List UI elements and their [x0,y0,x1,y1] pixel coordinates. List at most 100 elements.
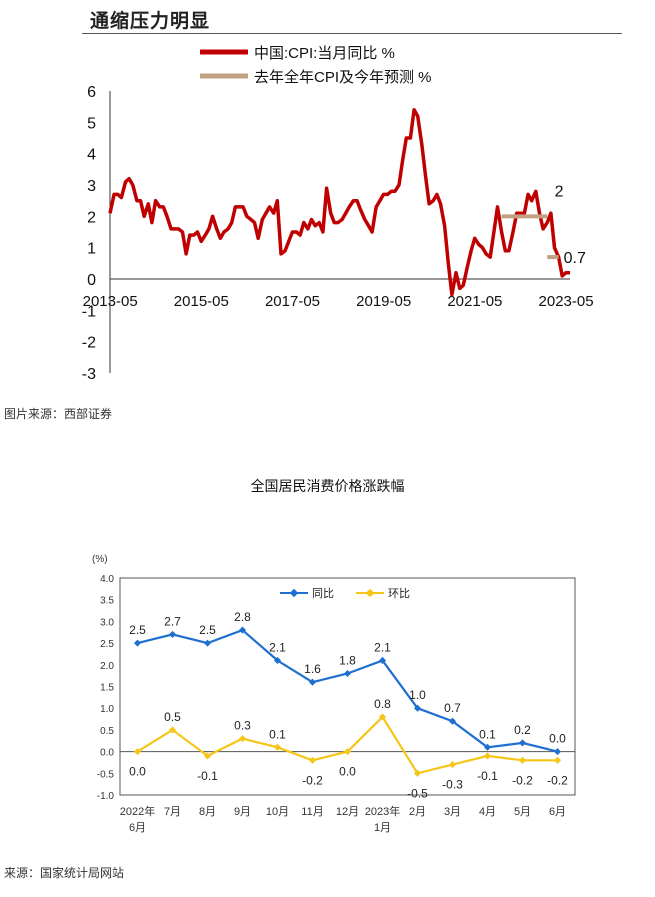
x-tick-label: 2月 [409,806,426,818]
x-tick-label: 6月 [129,822,146,834]
data-label: 2.1 [374,640,391,654]
y-axis-label: (%) [92,554,108,565]
y-tick-label: 4 [87,147,96,164]
data-label: -0.1 [197,769,218,783]
data-label: -0.5 [407,786,428,800]
y-tick-label: 6 [87,84,96,101]
data-point [343,669,352,678]
data-label: 0.7 [444,701,461,715]
y-tick-label: 3.5 [100,596,114,607]
data-point [483,743,492,751]
title-divider [82,33,622,34]
data-label: -0.2 [547,773,568,787]
cpi-series-line [108,108,570,297]
y-tick-label: 2 [87,209,96,226]
data-label: 0.5 [164,710,181,724]
data-label: -0.2 [512,773,533,787]
legend-label: 去年全年CPI及今年预测 % [254,68,432,86]
data-point [518,756,527,764]
data-point [133,639,142,647]
data-label: 0.1 [479,727,496,741]
data-label: 0.1 [269,727,286,741]
data-label: 0.3 [234,719,251,733]
data-point [483,752,492,760]
y-tick-label: 4.0 [100,574,114,585]
data-point [308,756,317,764]
data-point [518,739,527,747]
y-tick-label: -0.5 [97,769,115,780]
x-tick-label: 2022年 [120,804,155,818]
plot-frame [119,577,576,796]
x-tick-label: 10月 [266,806,289,818]
annotation-label: 2 [555,183,564,200]
y-tick-label: -2 [82,335,96,352]
y-tick-label: 0.0 [100,748,114,759]
data-label: 2.7 [164,614,181,628]
x-tick-label: 1月 [374,822,391,834]
data-label: 2.5 [129,623,146,637]
data-label: 0.0 [339,765,356,779]
y-tick-label: 0 [87,272,96,289]
data-label: 2.5 [199,623,216,637]
data-point [238,735,247,743]
y-tick-label: 1.5 [100,683,114,694]
chart2-svg: (%) 4.0 3.5 3.0 2.5 2.0 1.5 1.0 0.5 0.0 -0.5 -1.0 20… [92,554,576,834]
y-tick-label: 1 [87,241,96,258]
data-point [413,769,422,777]
annotation-label: 0.7 [564,250,586,267]
x-tick-label: 3月 [444,806,461,818]
y-tick-label: -3 [82,366,96,383]
x-tick-label: 2019-05 [356,293,411,310]
legend-label: 环比 [388,587,410,600]
data-point [413,704,422,712]
data-point [168,630,177,638]
x-tick-label: 2013-05 [83,293,138,310]
x-tick-label: 2017-05 [265,293,320,310]
data-label: 1.6 [304,662,321,676]
x-tick-label: 2015-05 [174,293,229,310]
data-label: 1.8 [339,653,356,667]
data-point [273,743,282,751]
data-point [553,748,562,756]
y-tick-label: 3.0 [100,617,114,628]
data-label: 0.8 [374,697,391,711]
data-label: -0.1 [477,769,498,783]
x-tick-label: 6月 [549,806,566,818]
data-point [203,639,212,647]
y-tick-label: -1.0 [97,791,115,802]
data-point [553,756,562,764]
data-label: 2.8 [234,610,251,624]
x-tick-label: 12月 [336,806,359,818]
x-tick-label: 11月 [301,806,323,818]
data-label: 0.0 [129,765,146,779]
data-label: 2.1 [269,640,286,654]
x-tick-label: 4月 [479,806,496,818]
x-tick-label: 2023-05 [539,293,594,310]
chart1-svg: 中国:CPI:当月同比 % 去年全年CPI及今年预测 % 6 5 4 3 2 1 0 -1 -2 -3… [82,45,594,383]
legend-marker [365,588,375,598]
legend-label: 同比 [312,587,334,600]
legend-marker [289,588,299,598]
x-tick-label: 5月 [514,806,531,818]
x-tick-label: 7月 [164,806,181,818]
y-tick-label: 2.5 [100,639,114,650]
data-point [448,761,457,769]
y-tick-label: 5 [87,115,96,132]
data-point [203,752,212,760]
y-tick-label: 2.0 [100,661,114,672]
x-tick-label: 2021-05 [447,293,502,310]
x-tick-label: 2023年 [365,804,400,818]
x-tick-label: 8月 [199,806,216,818]
y-tick-label: 1.0 [100,704,114,715]
chart2-title: 全国居民消费价格涨跌幅 [250,479,405,495]
data-label: 1.0 [409,688,426,702]
data-label: -0.2 [302,773,323,787]
data-point [238,626,247,634]
data-label: 0.2 [514,723,531,737]
chart1-title: 通缩压力明显 [90,10,211,32]
data-point [378,713,387,721]
y-tick-label: 3 [87,178,96,195]
x-tick-label: 9月 [234,806,251,818]
y-tick-label: -1 [82,303,96,320]
chart1-source: 图片来源：西部证券 [4,407,113,421]
